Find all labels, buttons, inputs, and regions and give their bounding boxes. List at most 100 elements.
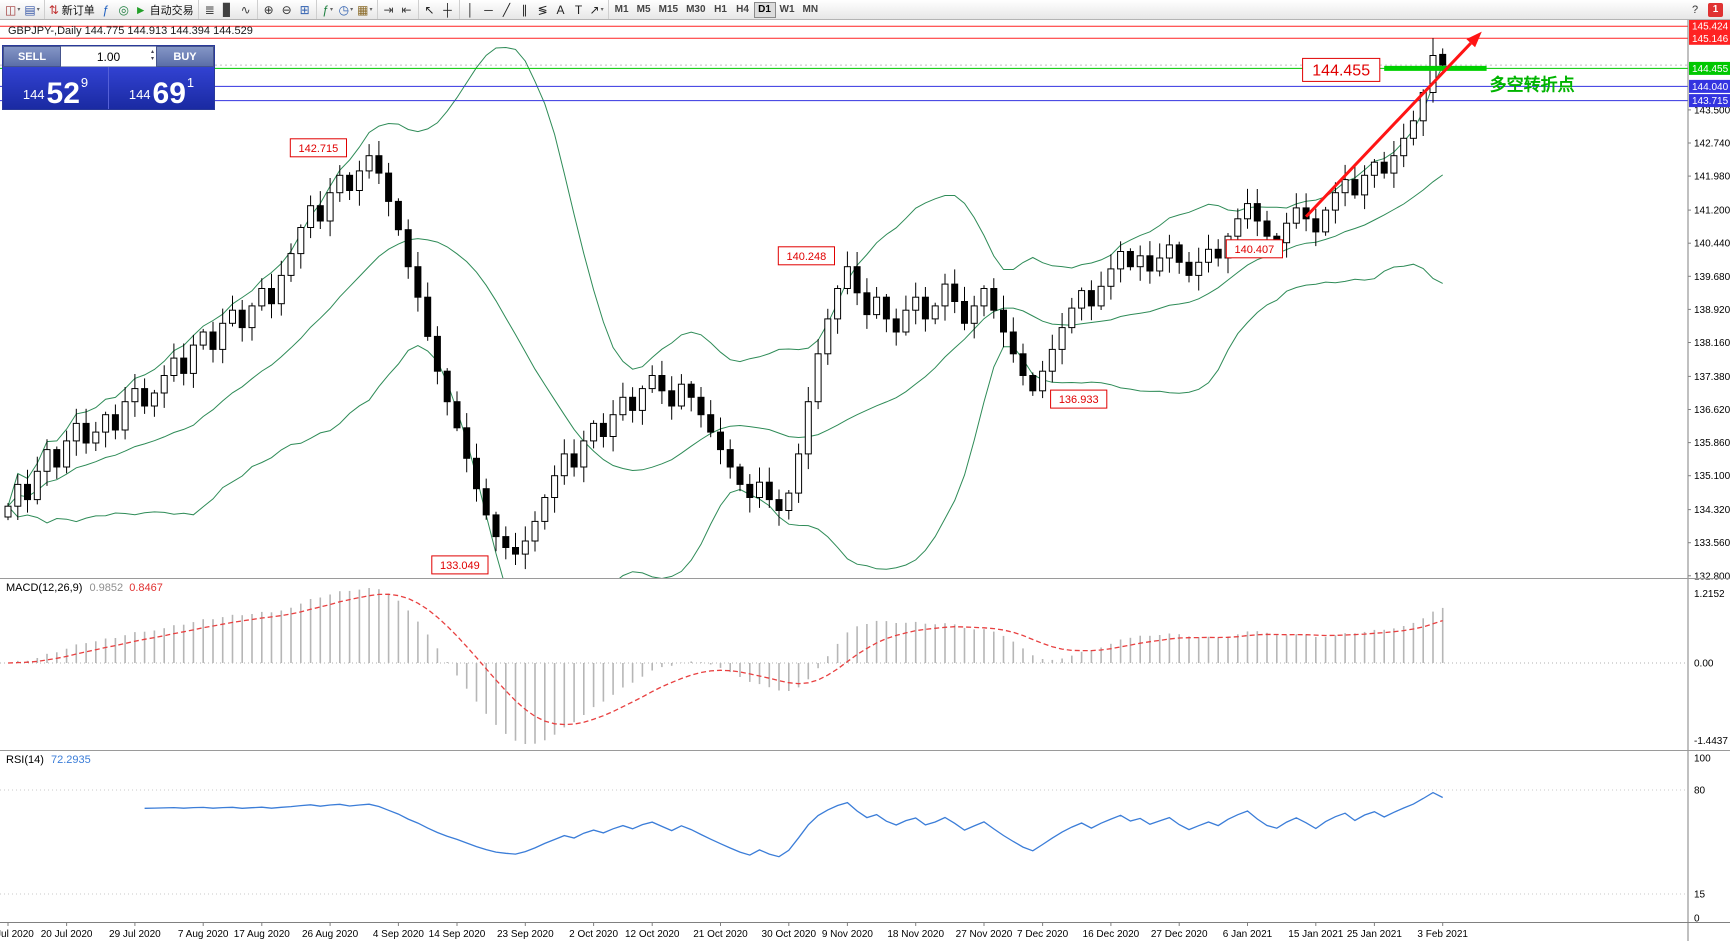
line-chart-type-icon: ∿: [240, 2, 251, 17]
svg-text:133.049: 133.049: [440, 560, 480, 572]
new-chart-button[interactable]: ◫ ▾: [3, 1, 22, 18]
price-callout[interactable]: 140.407: [1225, 239, 1284, 259]
zoom-in-icon: ⊕: [263, 2, 274, 17]
timeframe-m1[interactable]: M1: [614, 4, 629, 15]
horizontal-line-button[interactable]: ─: [480, 1, 498, 18]
zoom-out-icon: ⊖: [281, 2, 292, 17]
toolbar-group: ≣ ▊ ∿: [197, 0, 255, 19]
buy-button[interactable]: BUY: [156, 46, 214, 67]
date-label: 7 Dec 2020: [1017, 929, 1069, 940]
svg-text:137.380: 137.380: [1694, 372, 1730, 383]
expert-advisors-icon: ƒ: [102, 2, 110, 17]
notification-badge[interactable]: 1: [1708, 2, 1723, 17]
zoom-in-button[interactable]: ⊕: [260, 1, 278, 18]
periods-button[interactable]: ◷ ▾: [337, 1, 356, 18]
svg-text:145.424: 145.424: [1692, 22, 1729, 33]
trendline-button[interactable]: ╱: [498, 1, 516, 18]
toolbar: ◫ ▾ ▤ ▾ ⇅ 新订单 ƒ ◎ ► 自动交易 ≣ ▊ ∿ ⊕ ⊖ ⊞ ƒ ▾ ◷ ▾ ▦ ▾ ⇥ ⇤ ↖ ┼ │ ─ ╱ ∥ ≶ A T ↗ ▾…: [0, 0, 1730, 20]
volume-spinner[interactable]: ▴ ▾: [151, 49, 154, 63]
svg-text:133.560: 133.560: [1694, 538, 1730, 549]
bid-price-display[interactable]: 144 52 9: [3, 67, 108, 109]
price-tag: 144.040: [1689, 79, 1730, 93]
bar-chart-type-button[interactable]: ≣: [201, 1, 219, 18]
price-callout[interactable]: 133.049: [431, 555, 489, 575]
new-order-button[interactable]: ⇅ 新订单: [47, 1, 97, 18]
price-callout[interactable]: 142.715: [289, 138, 347, 158]
auto-scroll-icon: ⇥: [383, 2, 394, 17]
svg-text:100: 100: [1694, 754, 1711, 765]
date-label: 23 Sep 2020: [497, 929, 554, 940]
templates-button[interactable]: ▦ ▾: [355, 1, 374, 18]
spinner-up-icon[interactable]: ▴: [150, 49, 154, 55]
svg-text:136.933: 136.933: [1059, 394, 1099, 406]
bid-integer: 144: [22, 87, 45, 102]
trendline-icon: ╱: [502, 2, 511, 17]
tile-windows-button[interactable]: ⊞: [296, 1, 314, 18]
crosshair-button[interactable]: ┼: [439, 1, 457, 18]
auto-scroll-button[interactable]: ⇥: [380, 1, 398, 18]
fibonacci-icon: ≶: [537, 2, 548, 17]
candlestick-type-button[interactable]: ▊: [219, 1, 237, 18]
volume-value: 1.00: [96, 49, 121, 64]
one-click-trading-panel: SELL 1.00 ▴ ▾ BUY 144 52 9 144 69 1: [2, 45, 215, 110]
price-callout[interactable]: 144.455: [1302, 57, 1381, 82]
ask-pips: 69: [152, 77, 186, 110]
svg-text:138.920: 138.920: [1694, 305, 1730, 316]
zoom-out-button[interactable]: ⊖: [278, 1, 296, 18]
cursor-button[interactable]: ↖: [421, 1, 439, 18]
profiles-button[interactable]: ▤ ▾: [22, 1, 41, 18]
candlestick-type-icon: ▊: [223, 2, 233, 17]
sell-button[interactable]: SELL: [3, 46, 61, 67]
chart-background: [0, 20, 1730, 941]
toolbar-group: ⇥ ⇤: [376, 0, 416, 19]
price-callout[interactable]: 136.933: [1050, 389, 1108, 409]
date-label: 10 Jul 2020: [0, 929, 34, 940]
bid-point: 9: [80, 75, 89, 90]
svg-text:-1.4437: -1.4437: [1694, 736, 1728, 747]
trend-arrow[interactable]: [1305, 31, 1482, 218]
horizontal-line-icon: ─: [484, 2, 493, 17]
timeframe-m15[interactable]: M15: [658, 4, 679, 15]
date-label: 7 Aug 2020: [178, 929, 229, 940]
channel-button[interactable]: ∥: [516, 1, 534, 18]
price-callout[interactable]: 140.248: [777, 246, 835, 266]
arrows-icon: ↗: [589, 2, 600, 17]
new-order-button-label: 新订单: [61, 4, 95, 17]
dropdown-arrow-icon: ▾: [369, 7, 373, 13]
spinner-down-icon[interactable]: ▾: [150, 56, 154, 63]
vertical-line-button[interactable]: │: [462, 1, 480, 18]
data-window-button[interactable]: ◎: [115, 1, 133, 18]
ask-price-display[interactable]: 144 69 1: [108, 67, 214, 109]
label-button[interactable]: T: [570, 1, 588, 18]
chart-canvas[interactable]: 142.715 133.049 140.248 136.933 140.407 144.4…: [0, 20, 1730, 941]
timeframe-w1[interactable]: W1: [779, 4, 795, 15]
text-button[interactable]: A: [552, 1, 570, 18]
auto-trading-button-label: 自动交易: [149, 4, 194, 17]
dropdown-arrow-icon: ▾: [36, 7, 40, 13]
volume-input[interactable]: 1.00 ▴ ▾: [61, 46, 156, 67]
timeframe-m5[interactable]: M5: [636, 4, 651, 15]
indicators-button[interactable]: ƒ ▾: [319, 1, 337, 18]
timeframe-mn[interactable]: MN: [802, 4, 819, 15]
fibonacci-button[interactable]: ≶: [534, 1, 552, 18]
auto-trading-button[interactable]: ► 自动交易: [133, 1, 196, 18]
timeframe-h1[interactable]: H1: [714, 4, 727, 15]
arrows-button[interactable]: ↗ ▾: [588, 1, 606, 18]
label-icon: T: [574, 2, 583, 17]
svg-text:142.740: 142.740: [1694, 139, 1730, 150]
svg-text:145.146: 145.146: [1692, 34, 1729, 45]
date-label: 27 Nov 2020: [956, 929, 1013, 940]
chart-shift-icon: ⇤: [401, 2, 412, 17]
timeframe-h4[interactable]: H4: [736, 4, 749, 15]
timeframe-m30[interactable]: M30: [686, 4, 706, 15]
chart-shift-button[interactable]: ⇤: [398, 1, 416, 18]
date-label: 2 Oct 2020: [569, 929, 618, 940]
timeframe-d1[interactable]: D1: [753, 1, 776, 18]
main-chart[interactable]: 142.715 133.049 140.248 136.933 140.407 144.4…: [0, 25, 1688, 665]
help-button[interactable]: ?: [1691, 3, 1699, 16]
toolbar-group: ƒ ▾ ◷ ▾ ▦ ▾: [315, 0, 375, 19]
tile-windows-icon: ⊞: [299, 2, 310, 17]
svg-text:144.455: 144.455: [1692, 64, 1729, 75]
line-chart-type-button[interactable]: ∿: [237, 1, 255, 18]
expert-advisors-button[interactable]: ƒ: [97, 1, 115, 18]
